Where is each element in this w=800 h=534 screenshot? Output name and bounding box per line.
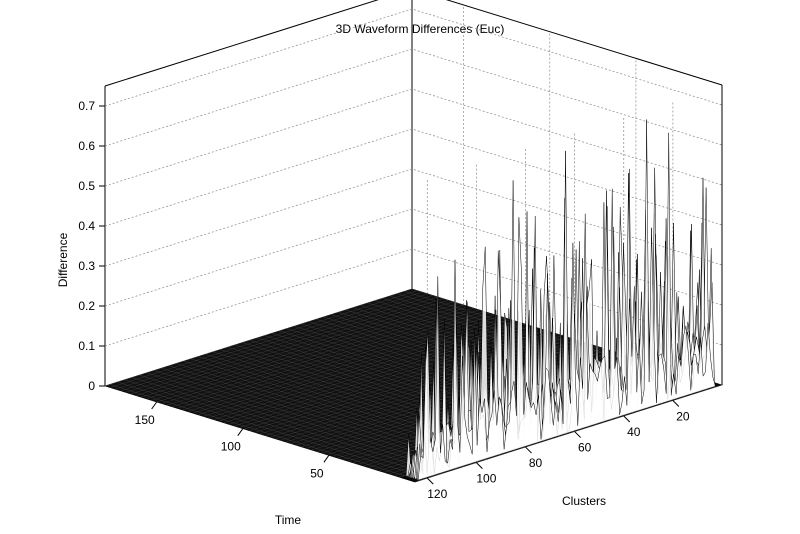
mesh-line [141,300,449,398]
mesh-line [213,322,521,420]
surface-mesh [103,119,724,483]
z-gridline [104,248,723,347]
time-tick-label: 50 [310,466,324,480]
mesh-line [172,309,480,407]
time-tick-label: 150 [135,413,155,427]
y-axis-label: Clusters [562,494,606,508]
z-gridline [104,168,723,267]
mesh-line [259,336,568,435]
cluster-tick-label: 20 [676,410,690,424]
time-tick-mark [323,455,330,463]
cluster-tick-mark [476,462,483,469]
z-tick-label: 0.5 [78,179,95,193]
mesh-line [125,295,433,393]
axes-box [104,0,723,386]
time-tick-mark [151,401,158,410]
mesh-line [151,303,459,401]
z-gridline [104,88,723,187]
axis-edge [104,0,379,87]
mesh-line [161,306,469,404]
mesh-line [117,381,428,479]
cluster-tick-mark [672,400,680,407]
cluster-tick-label: 120 [427,487,447,501]
mesh-line [177,311,485,409]
time-tick-label: 100 [221,440,241,454]
mesh-line [192,316,500,414]
z-gridline [104,48,723,147]
chart-title: 3D Waveform Differences (Euc) [336,22,505,36]
z-tick-label: 0 [88,379,95,393]
mesh-line [109,384,420,481]
mesh-line [135,298,444,396]
mesh-line [124,379,435,476]
mesh-line [166,308,475,406]
cluster-tick-mark [574,431,581,438]
cluster-tick-label: 100 [476,472,496,486]
axis-edge [445,0,723,86]
cluster-tick-label: 40 [627,425,641,439]
mesh-line [146,301,454,399]
mesh-line [131,377,443,474]
cluster-tick-mark [623,415,631,423]
z-tick-label: 0.6 [78,139,95,153]
cluster-tick-mark [525,446,532,454]
z-tick-label: 0.2 [78,299,95,313]
cluster-tick-label: 80 [529,456,543,470]
z-gridline [104,128,723,227]
surface-slice [413,119,721,482]
mesh-line [139,374,450,472]
mesh-line [154,370,465,467]
mesh-line [223,325,531,423]
mesh-line [130,296,438,395]
clusters-axis-ticks: 20 40 60 80 100 120 [426,400,690,501]
z-axis-label: Difference [56,232,70,287]
time-axis-ticks: 50 100 150 [135,401,330,480]
x-axis-label: Time [275,513,302,527]
mesh-line [104,288,413,387]
z-tick-label: 0.4 [78,219,95,233]
mesh-line [203,319,511,417]
z-axis-ticks: 0 0.1 0.2 0.3 0.4 0.5 0.6 0.7 [78,99,105,393]
mesh-line [187,314,495,412]
z-tick-label: 0.7 [78,99,95,113]
mesh-line [156,304,464,403]
cluster-tick-label: 60 [578,441,592,455]
mesh-line [120,293,428,391]
time-tick-mark [237,428,244,436]
mesh-line [414,384,723,483]
z-tick-label: 0.1 [78,339,95,353]
cluster-tick-mark [426,477,434,485]
mesh-line [110,290,418,388]
z-gridline [104,208,723,307]
z-tick-label: 0.3 [78,259,95,273]
mesh-line [146,372,457,469]
z-gridline [104,8,723,107]
mesh-line [234,328,542,427]
mesh-line [115,292,423,390]
